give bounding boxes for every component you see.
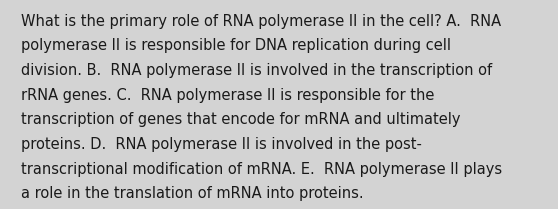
Text: polymerase II is responsible for DNA replication during cell: polymerase II is responsible for DNA rep… [21, 38, 451, 53]
Text: transcription of genes that encode for mRNA and ultimately: transcription of genes that encode for m… [21, 112, 461, 127]
Text: What is the primary role of RNA polymerase II in the cell? A.  RNA: What is the primary role of RNA polymera… [21, 14, 501, 29]
Text: division. B.  RNA polymerase II is involved in the transcription of: division. B. RNA polymerase II is involv… [21, 63, 492, 78]
Text: a role in the translation of mRNA into proteins.: a role in the translation of mRNA into p… [21, 186, 364, 201]
Text: rRNA genes. C.  RNA polymerase II is responsible for the: rRNA genes. C. RNA polymerase II is resp… [21, 88, 435, 103]
Text: transcriptional modification of mRNA. E.  RNA polymerase II plays: transcriptional modification of mRNA. E.… [21, 162, 502, 177]
Text: proteins. D.  RNA polymerase II is involved in the post-: proteins. D. RNA polymerase II is involv… [21, 137, 422, 152]
